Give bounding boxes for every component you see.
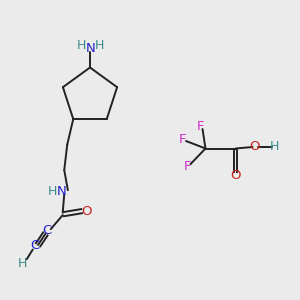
Text: O: O bbox=[230, 169, 241, 182]
Text: H: H bbox=[270, 140, 279, 154]
Text: F: F bbox=[179, 133, 187, 146]
Text: O: O bbox=[82, 205, 92, 218]
Text: C: C bbox=[30, 239, 39, 252]
Text: F: F bbox=[197, 119, 205, 133]
Text: C: C bbox=[43, 224, 52, 237]
Text: H: H bbox=[18, 257, 28, 270]
Text: N: N bbox=[57, 185, 67, 198]
Text: F: F bbox=[184, 160, 191, 173]
Text: N: N bbox=[86, 42, 95, 56]
Text: H: H bbox=[48, 185, 58, 198]
Text: H: H bbox=[95, 39, 104, 52]
Text: H: H bbox=[76, 39, 86, 52]
Text: O: O bbox=[250, 140, 260, 154]
